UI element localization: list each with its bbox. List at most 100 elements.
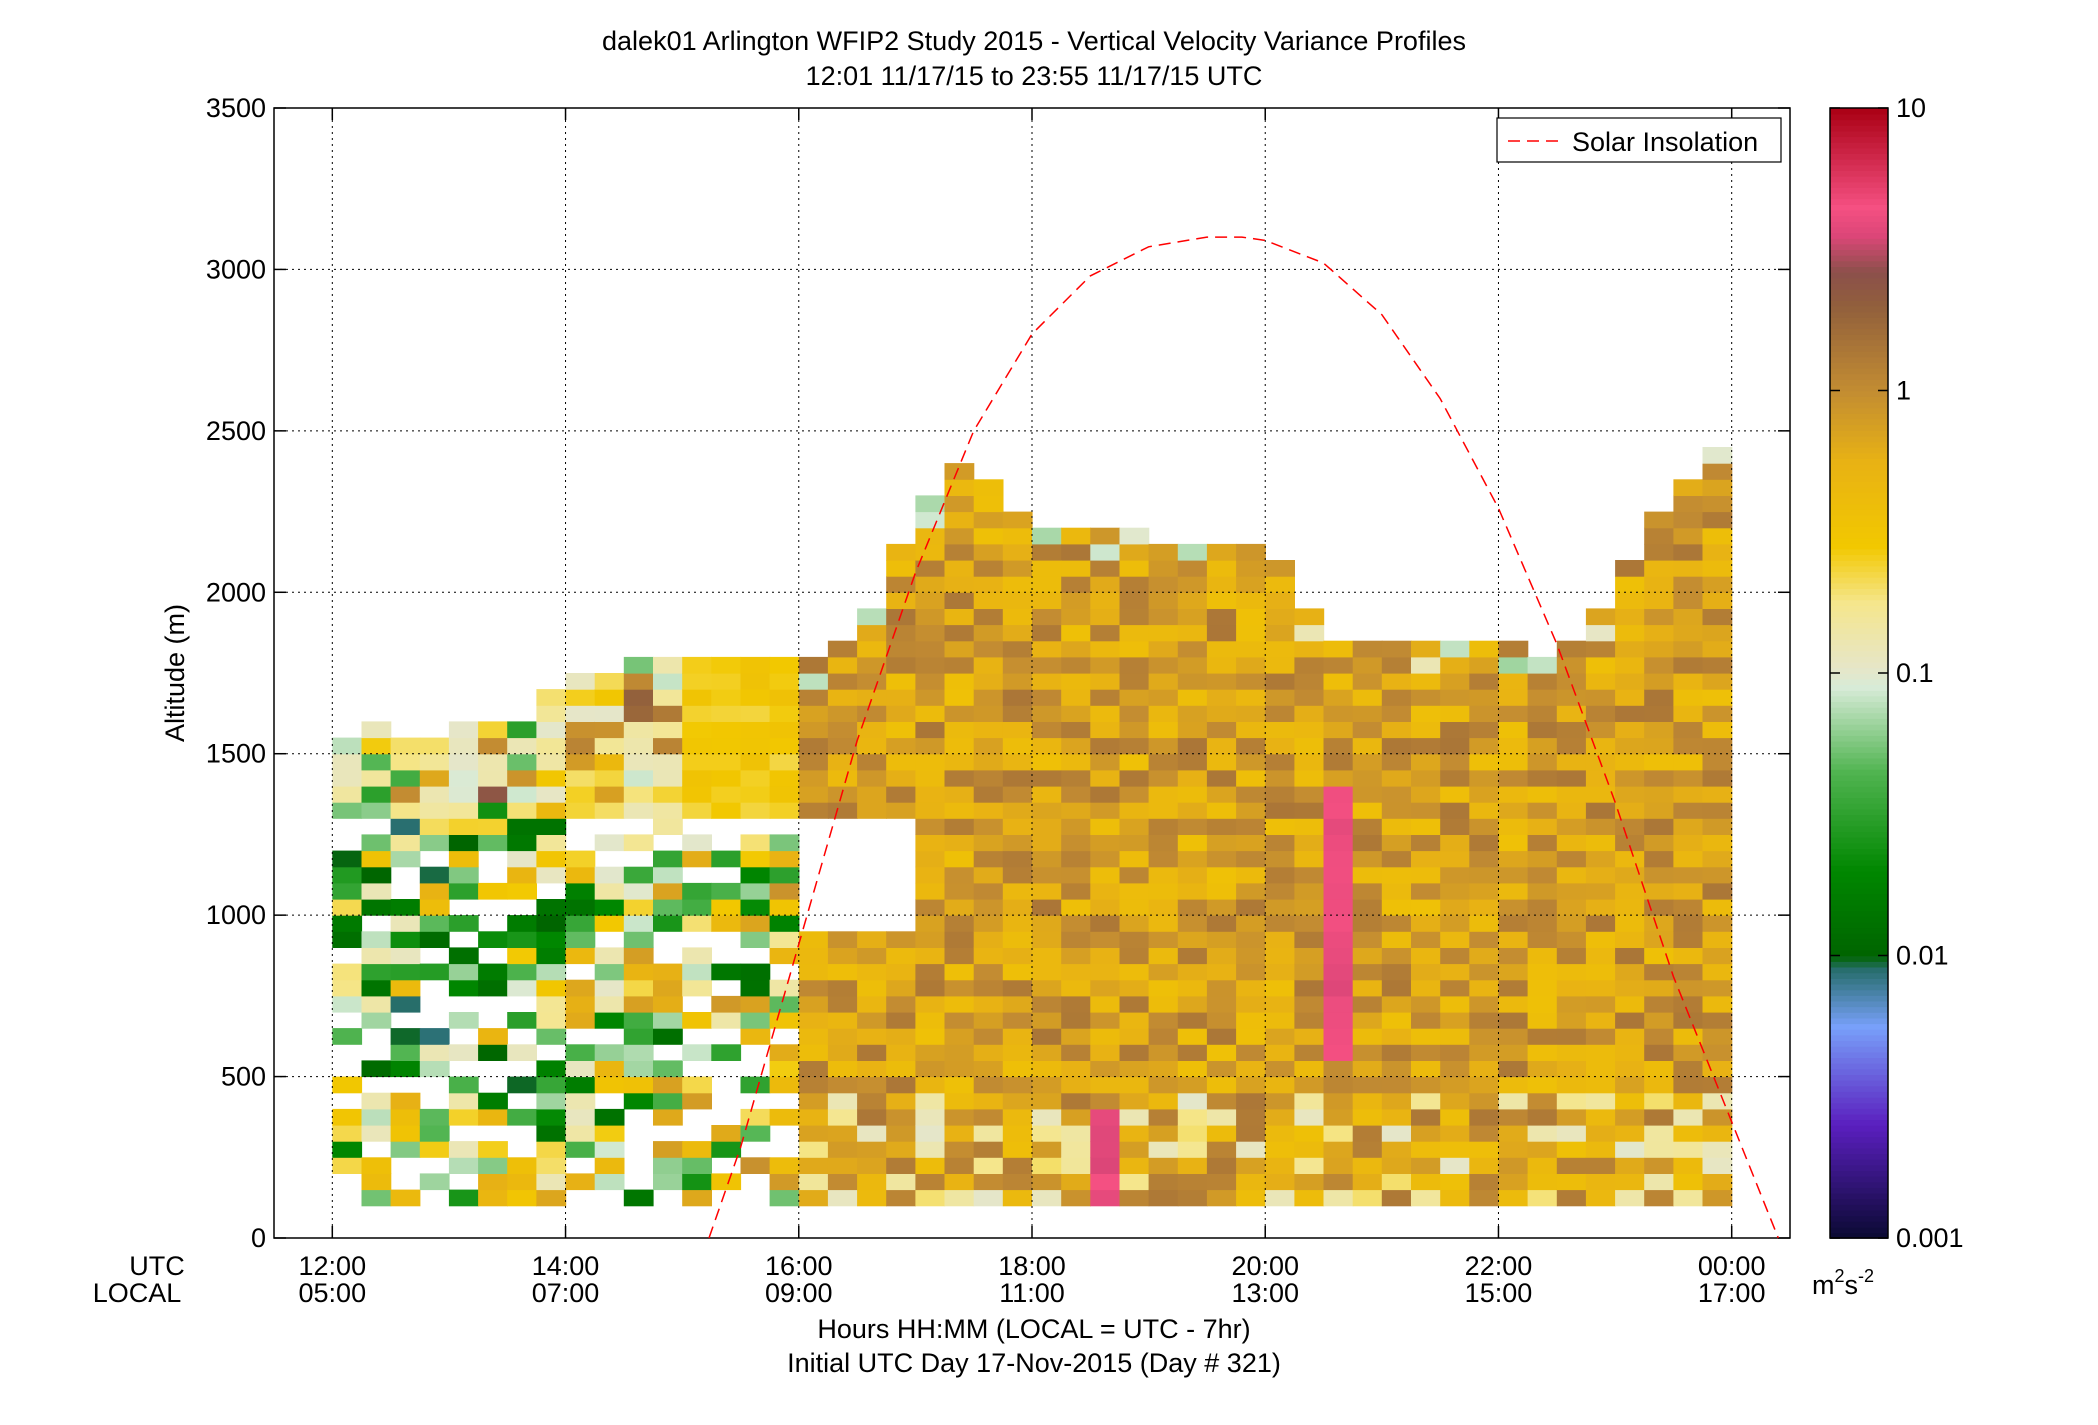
heat-cell <box>1585 673 1616 690</box>
heat-cell <box>1002 1173 1033 1191</box>
heat-cell <box>1352 818 1383 835</box>
heat-cell <box>1002 947 1033 965</box>
heat-cell <box>711 656 742 674</box>
colorbar-segment <box>1830 187 1888 194</box>
heat-cell <box>1294 947 1325 965</box>
heat-cell <box>1294 608 1325 626</box>
colorbar-segment <box>1830 667 1888 674</box>
local-row-label: LOCAL <box>93 1278 182 1308</box>
heat-cell <box>1265 576 1295 593</box>
heat-cell <box>1411 769 1441 787</box>
heat-cell <box>1236 576 1266 593</box>
heat-cell <box>1119 721 1150 739</box>
heat-cell <box>565 1125 596 1142</box>
x-tick-label-utc: 20:00 <box>1231 1251 1299 1281</box>
heat-cell <box>886 624 916 642</box>
heat-cell <box>1148 866 1179 884</box>
heat-cell <box>1440 834 1470 852</box>
x-tick-label-utc: 12:00 <box>299 1251 367 1281</box>
heat-cell <box>711 769 742 787</box>
heat-cell <box>973 882 1004 900</box>
heat-cell <box>1119 1044 1150 1061</box>
heat-cell <box>1090 640 1121 658</box>
heat-cell <box>1644 592 1674 609</box>
heat-cell <box>740 802 771 819</box>
heat-cell <box>565 1173 596 1191</box>
heat-cell <box>769 689 800 706</box>
heat-cell <box>1615 995 1645 1013</box>
heat-cell <box>1061 963 1091 981</box>
heat-cell <box>1469 1125 1500 1142</box>
heat-cell <box>973 624 1004 642</box>
heat-cell <box>1469 866 1500 884</box>
heat-cell <box>1644 915 1674 932</box>
heat-cell <box>944 995 975 1013</box>
heat-cell <box>565 786 596 803</box>
heat-cell <box>827 979 858 997</box>
heat-cell <box>1206 1028 1237 1045</box>
heat-cell <box>1032 866 1062 884</box>
x-tick-label-local: 17:00 <box>1698 1278 1766 1308</box>
heat-cell <box>857 1141 887 1158</box>
heat-cell <box>565 802 596 819</box>
heat-cell <box>594 947 625 965</box>
heat-cell <box>886 1028 916 1045</box>
heat-cell <box>1644 1141 1674 1158</box>
heat-cell <box>915 527 946 545</box>
colorbar-segment <box>1830 690 1888 697</box>
heat-cell <box>857 1189 887 1207</box>
colorbar-segment <box>1830 543 1888 550</box>
colorbar-segment <box>1830 226 1888 233</box>
heat-cell <box>1061 1189 1091 1207</box>
heat-cell <box>1206 1076 1237 1094</box>
heat-cell <box>1119 1125 1150 1142</box>
heat-cell <box>1002 624 1033 642</box>
heat-cell <box>361 802 392 819</box>
heat-cell <box>827 656 858 674</box>
heat-cell <box>1702 753 1733 771</box>
heat-cell <box>1644 1157 1674 1174</box>
heat-cell <box>973 963 1004 981</box>
colorbar-segment <box>1830 1074 1888 1081</box>
heat-cell <box>1119 1108 1150 1126</box>
colorbar-segment <box>1830 396 1888 403</box>
heat-cell <box>1644 1173 1674 1191</box>
colorbar-segment <box>1830 413 1888 420</box>
heat-cell <box>1323 802 1354 819</box>
heat-cell <box>1440 818 1470 835</box>
heat-cell <box>594 915 625 932</box>
heat-cell <box>1440 931 1470 948</box>
heat-cell <box>973 1141 1004 1158</box>
heat-cell <box>1323 1092 1354 1110</box>
heat-cell <box>1644 834 1674 852</box>
heat-cell <box>1323 786 1354 803</box>
heat-cell <box>1527 786 1558 803</box>
heat-cell <box>1206 721 1237 739</box>
heat-cell <box>944 479 975 496</box>
heat-cell <box>973 543 1004 561</box>
heat-cell <box>1265 802 1295 819</box>
heat-cell <box>1644 511 1674 529</box>
heat-cell <box>653 963 683 981</box>
heat-cell <box>1498 640 1529 658</box>
heat-cell <box>332 1076 363 1094</box>
heat-cell <box>1527 1060 1558 1078</box>
colorbar-segment <box>1830 136 1888 143</box>
colorbar-segment <box>1830 1136 1888 1143</box>
heat-cell <box>390 963 421 981</box>
colorbar-segment <box>1830 627 1888 635</box>
heat-cell <box>1702 915 1733 932</box>
heat-cell <box>1148 608 1179 626</box>
heat-cell <box>1469 1060 1500 1078</box>
heat-cell <box>1032 1028 1062 1045</box>
heat-cell <box>915 721 946 739</box>
heat-cell <box>1556 1141 1587 1158</box>
heat-cell <box>857 1092 887 1110</box>
colorbar-segment <box>1830 740 1888 748</box>
heat-cell <box>361 995 392 1013</box>
heat-cell <box>1294 963 1325 981</box>
heat-cell <box>1352 1189 1383 1207</box>
heat-cell <box>623 1076 654 1094</box>
heat-cell <box>944 1092 975 1110</box>
heat-cell <box>1615 850 1645 868</box>
